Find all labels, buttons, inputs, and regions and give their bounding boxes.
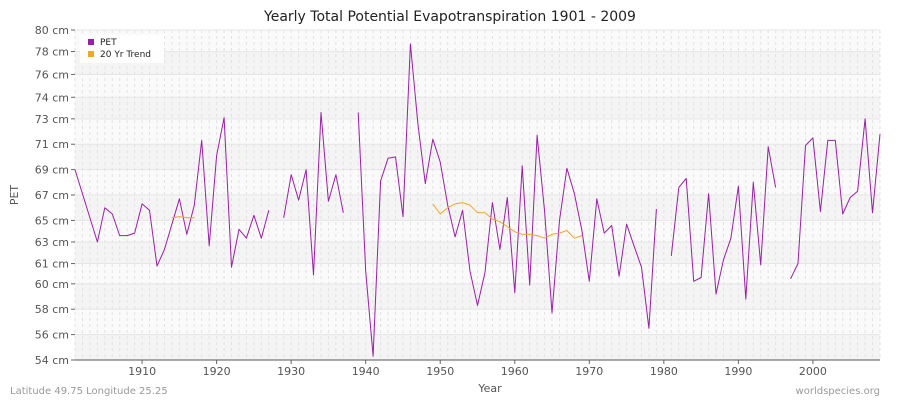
y-tick-label: 67 cm bbox=[35, 189, 69, 202]
y-tick-label: 80 cm bbox=[35, 24, 69, 37]
series-line-pet bbox=[357, 43, 657, 357]
y-tick-label: 73 cm bbox=[35, 113, 69, 126]
series-line-20-yr-trend bbox=[432, 202, 583, 239]
y-tick-label: 74 cm bbox=[35, 91, 69, 104]
y-tick-label: 71 cm bbox=[35, 138, 69, 151]
x-tick-label: 1990 bbox=[724, 365, 752, 378]
legend: PET 20 Yr Trend bbox=[80, 35, 164, 63]
y-tick-label: 76 cm bbox=[35, 68, 69, 81]
y-tick-label: 78 cm bbox=[35, 46, 69, 59]
legend-label-pet: PET bbox=[100, 38, 117, 48]
legend-swatch-trend bbox=[88, 51, 94, 57]
y-axis-ticks: 54 cm 56 cm 58 cm 60 cm 61 cm 63 cm 65 cm 67 cm… bbox=[35, 24, 75, 367]
x-tick-label: 1950 bbox=[426, 365, 454, 378]
x-tick-label: 1930 bbox=[277, 365, 305, 378]
series-line-20-yr-trend bbox=[171, 216, 195, 219]
y-tick-label: 69 cm bbox=[35, 164, 69, 177]
x-tick-label: 2000 bbox=[799, 365, 827, 378]
legend-label-trend: 20 Yr Trend bbox=[100, 50, 151, 60]
x-axis-ticks: 1910 1920 1930 1940 1950 1960 1970 1980 1990 2000 bbox=[128, 360, 827, 378]
chart-title: Yearly Total Potential Evapotranspiratio… bbox=[263, 9, 636, 25]
x-tick-label: 1910 bbox=[128, 365, 156, 378]
y-axis-label: PET bbox=[8, 185, 21, 206]
x-tick-label: 1970 bbox=[575, 365, 603, 378]
series-line-pet bbox=[74, 117, 270, 268]
x-tick-label: 1960 bbox=[501, 365, 529, 378]
footer-credit: worldspecies.org bbox=[796, 386, 880, 397]
y-tick-label: 61 cm bbox=[35, 258, 69, 271]
series-line-pet bbox=[283, 112, 344, 276]
x-axis-label: Year bbox=[477, 382, 502, 395]
series-line-pet bbox=[790, 118, 881, 280]
series-line-pet bbox=[670, 146, 777, 300]
series-layer bbox=[74, 43, 881, 357]
y-tick-label: 58 cm bbox=[35, 303, 69, 316]
plot-band bbox=[75, 30, 880, 52]
y-tick-label: 60 cm bbox=[35, 278, 69, 291]
vertical-gridlines bbox=[74, 30, 881, 360]
x-tick-label: 1920 bbox=[203, 365, 231, 378]
y-tick-label: 56 cm bbox=[35, 329, 69, 342]
y-tick-label: 65 cm bbox=[35, 214, 69, 227]
x-tick-label: 1980 bbox=[650, 365, 678, 378]
footer-location: Latitude 49.75 Longitude 25.25 bbox=[10, 386, 168, 397]
y-tick-label: 63 cm bbox=[35, 236, 69, 249]
x-tick-label: 1940 bbox=[352, 365, 380, 378]
y-tick-label: 54 cm bbox=[35, 354, 69, 367]
legend-swatch-pet bbox=[88, 39, 94, 45]
